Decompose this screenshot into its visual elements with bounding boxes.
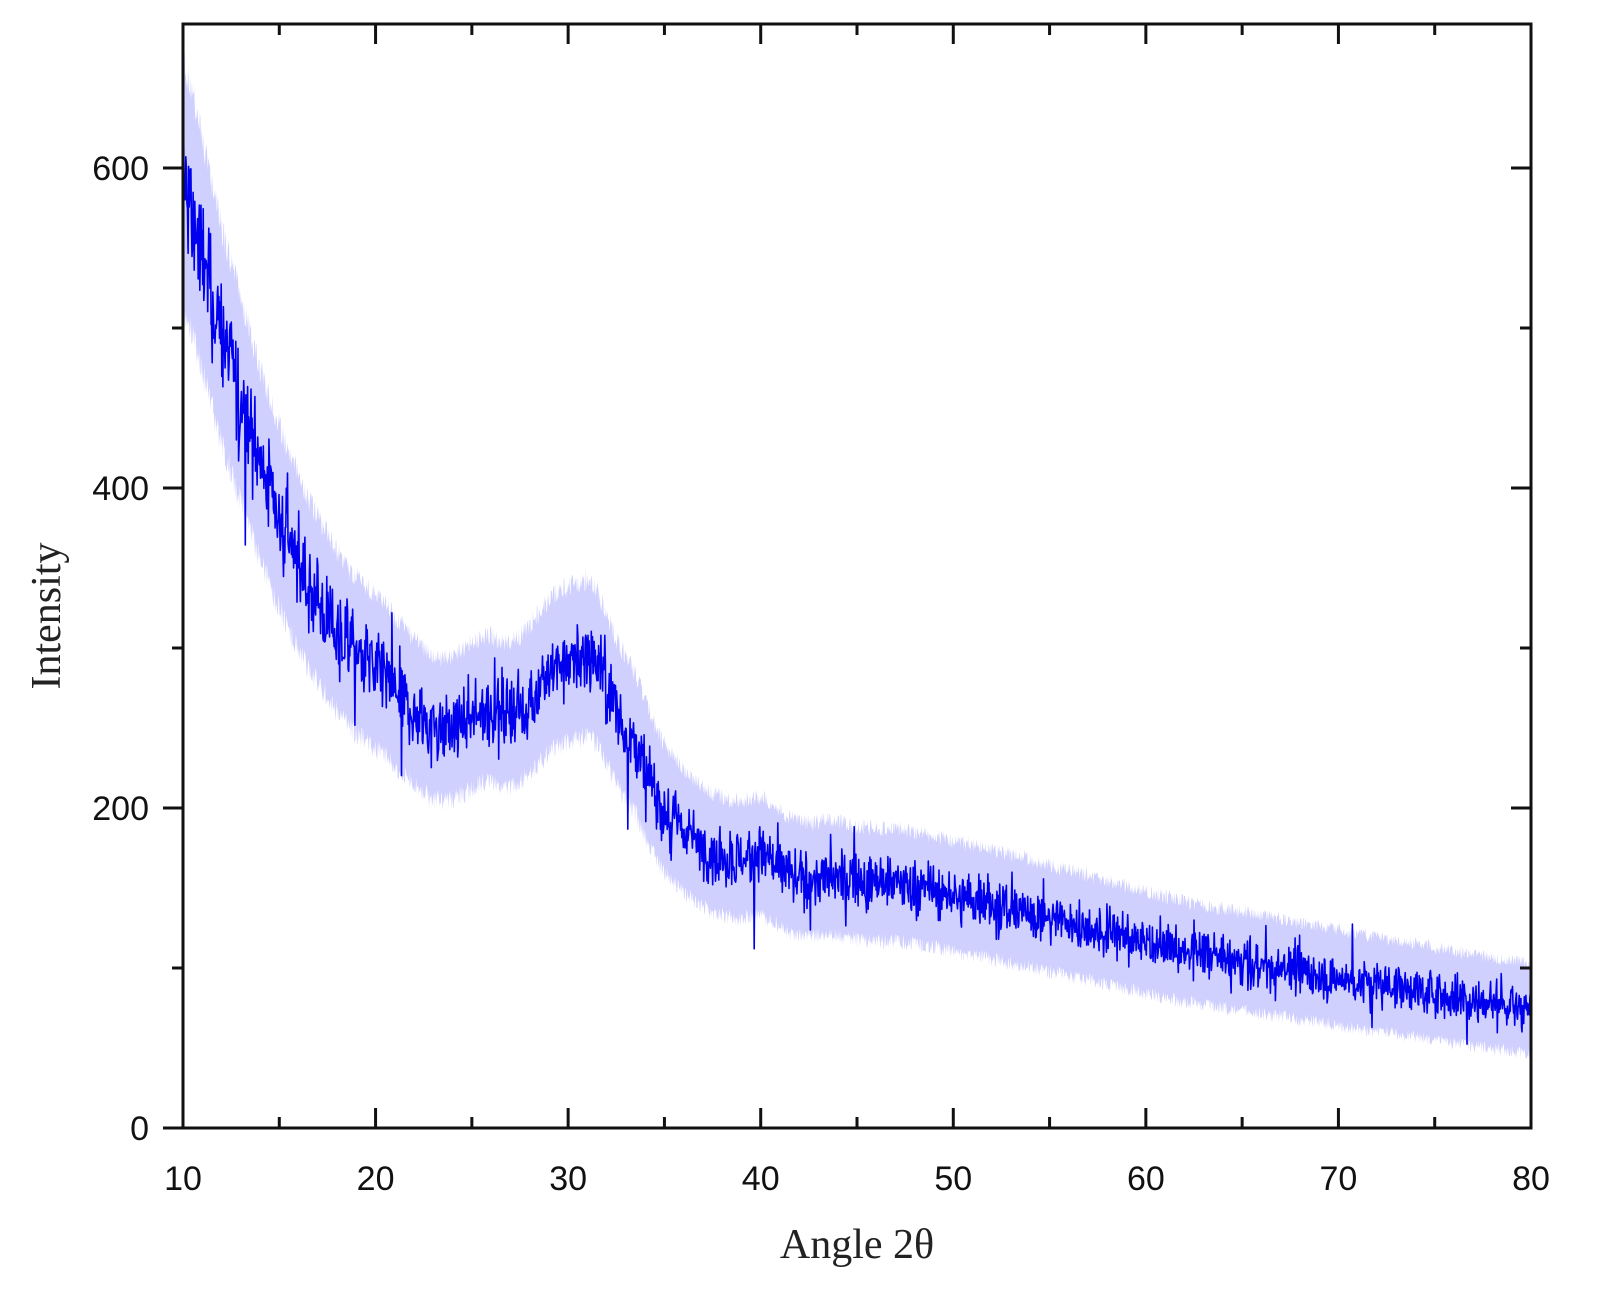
- x-tick-label: 80: [1512, 1160, 1550, 1198]
- y-tick-label: 0: [130, 1110, 149, 1148]
- x-tick-label: 30: [549, 1160, 587, 1198]
- y-axis-title: Intensity: [24, 543, 70, 690]
- noise-envelope: [183, 52, 1531, 1059]
- y-tick-label: 200: [92, 790, 149, 828]
- noise-band: [183, 52, 1531, 1059]
- x-axis-title: Angle 2θ: [780, 1222, 934, 1268]
- x-tick-label: 70: [1320, 1160, 1358, 1198]
- tick-marks: [163, 24, 1533, 1130]
- series-layer: [182, 124, 1532, 1045]
- x-tick-label: 20: [357, 1160, 395, 1198]
- series-line-intensity: [182, 124, 1532, 1045]
- y-tick-label: 600: [92, 150, 149, 188]
- y-tick-labels: 0 200 400 600: [92, 150, 149, 1148]
- x-tick-label: 60: [1127, 1160, 1165, 1198]
- x-tick-label: 50: [934, 1160, 972, 1198]
- y-tick-label: 400: [92, 470, 149, 508]
- x-tick-label: 10: [164, 1160, 202, 1198]
- x-tick-labels: 10 20 30 40 50 60 70 80: [164, 1160, 1550, 1198]
- x-tick-label: 40: [742, 1160, 780, 1198]
